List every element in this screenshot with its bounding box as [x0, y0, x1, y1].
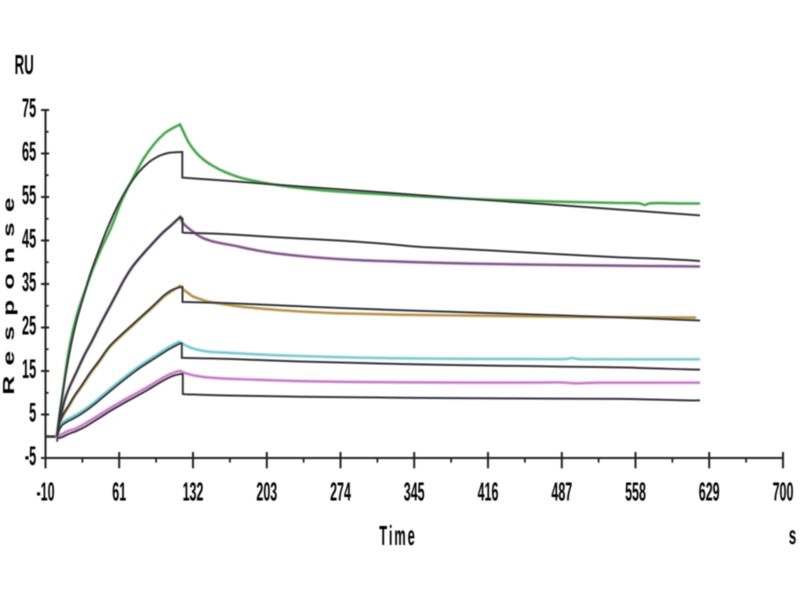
svg-text:132: 132 — [183, 479, 204, 507]
svg-text:629: 629 — [699, 479, 720, 507]
svg-text:15: 15 — [22, 355, 36, 384]
svg-text:416: 416 — [478, 479, 499, 507]
svg-text:75: 75 — [22, 94, 36, 123]
svg-text:203: 203 — [256, 479, 277, 507]
svg-text:25: 25 — [22, 312, 36, 341]
svg-text:558: 558 — [625, 479, 646, 507]
svg-text:-10: -10 — [36, 479, 54, 507]
svg-text:65: 65 — [22, 138, 36, 167]
svg-text:345: 345 — [404, 479, 425, 507]
svg-text:Response: Response — [0, 187, 18, 395]
svg-text:487: 487 — [551, 479, 572, 507]
svg-text:Time: Time — [379, 521, 416, 552]
svg-text:61: 61 — [112, 479, 126, 507]
svg-text:5: 5 — [29, 399, 36, 428]
svg-text:35: 35 — [22, 268, 36, 297]
svg-text:-5: -5 — [25, 442, 36, 471]
svg-text:s: s — [789, 521, 797, 550]
svg-text:700: 700 — [773, 479, 794, 507]
svg-text:RU: RU — [15, 49, 34, 81]
svg-text:274: 274 — [330, 479, 351, 507]
svg-text:55: 55 — [22, 181, 36, 210]
svg-text:45: 45 — [22, 225, 36, 254]
